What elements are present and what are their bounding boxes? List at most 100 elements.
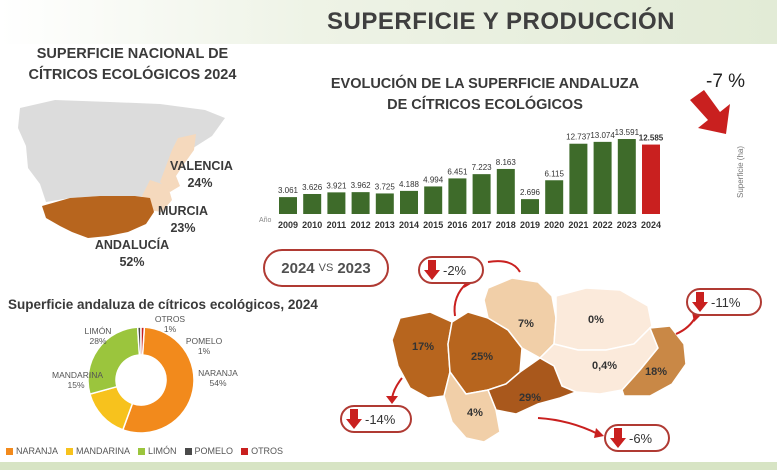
valencia-pct: 24% bbox=[187, 176, 213, 190]
legend-label: POMELO bbox=[194, 446, 234, 456]
province-pct-huelva: 17% bbox=[412, 341, 434, 353]
bar-value-label: 13.074 bbox=[590, 131, 615, 140]
legend-swatch bbox=[66, 447, 74, 455]
comparison-badge: 2024 VS 2023 bbox=[263, 249, 389, 287]
bar-2009 bbox=[279, 197, 297, 214]
legend-item: MANDARINA bbox=[66, 446, 130, 456]
bar-2015 bbox=[424, 186, 443, 214]
bar-value-label: 12.585 bbox=[639, 134, 664, 143]
national-title-line2: CÍTRICOS ECOLÓGICOS 2024 bbox=[28, 67, 237, 83]
andalucia-pct: 52% bbox=[119, 255, 145, 269]
evolution-title-line1: EVOLUCIÓN DE LA SUPERFICIE ANDALUZA bbox=[330, 76, 640, 92]
legend-item: NARANJA bbox=[6, 446, 58, 456]
pie-label-name: NARANJA bbox=[198, 368, 238, 378]
legend-label: NARANJA bbox=[16, 446, 59, 456]
x-tick-label: 2009 bbox=[278, 220, 298, 230]
province-malaga bbox=[487, 357, 579, 415]
x-tick-label: 2016 bbox=[447, 220, 467, 230]
x-tick-label: 2018 bbox=[496, 220, 516, 230]
province-pct-granada: 0,4% bbox=[592, 360, 617, 372]
bar-2017 bbox=[472, 174, 491, 214]
bar-value-label: 3.962 bbox=[351, 181, 372, 190]
arrowhead-south bbox=[594, 428, 604, 438]
legend-label: OTROS bbox=[251, 446, 284, 456]
evolution-title-line2: DE CÍTRICOS ECOLÓGICOS bbox=[387, 97, 583, 113]
legend-label: MANDARINA bbox=[76, 446, 131, 456]
x-tick-label: 2020 bbox=[544, 220, 564, 230]
x-tick-label: 2022 bbox=[593, 220, 613, 230]
province-pct-cadiz: 4% bbox=[467, 407, 483, 419]
pie-title: Superficie andaluza de cítricos ecológic… bbox=[8, 297, 318, 312]
pie-label-value: 28% bbox=[89, 336, 107, 346]
bar-value-label: 6.115 bbox=[544, 169, 564, 178]
bar-value-label: 6.451 bbox=[447, 167, 468, 176]
pie-label-mandarina: MANDARINA 15% bbox=[52, 370, 103, 390]
change-value-west: -14% bbox=[365, 411, 396, 427]
pie-label-name: LIMÓN bbox=[84, 326, 112, 336]
pie-label-limón: LIMÓN 28% bbox=[74, 326, 122, 346]
x-tick-label: 2012 bbox=[351, 220, 371, 230]
page-title: SUPERFICIE Y PRODUCCIÓN bbox=[327, 8, 676, 35]
province-pct-almeria: 18% bbox=[645, 366, 667, 378]
bar-2021 bbox=[569, 143, 588, 214]
province-pct-sevilla: 25% bbox=[471, 351, 493, 363]
pie-legend: NARANJA MANDARINA LIMÓN POMELO OTROS bbox=[6, 446, 283, 456]
andalucia-label: ANDALUCÍA 52% bbox=[92, 237, 172, 271]
pie-label-name: POMELO bbox=[185, 336, 223, 346]
x-tick-label: 2013 bbox=[375, 220, 395, 230]
bar-value-label: 8.163 bbox=[496, 158, 517, 167]
header-band bbox=[0, 0, 777, 44]
bar-2013 bbox=[375, 193, 394, 214]
bar-2023 bbox=[617, 139, 636, 214]
andalucia-name: ANDALUCÍA bbox=[94, 238, 170, 252]
x-tick-label: 2014 bbox=[399, 220, 419, 230]
bar-value-label: 3.725 bbox=[375, 182, 396, 191]
bar-value-label: 2.696 bbox=[520, 188, 541, 197]
change-badge-east: -11% bbox=[686, 288, 762, 316]
x-tick-label: 2017 bbox=[472, 220, 492, 230]
x-tick-label: 2021 bbox=[568, 220, 588, 230]
evolution-change-arrow-icon bbox=[690, 90, 730, 134]
legend-item: LIMÓN bbox=[138, 446, 177, 456]
pie-label-value: 15% bbox=[67, 380, 85, 390]
bar-value-label: 3.061 bbox=[278, 186, 299, 195]
pie-label-naranja: NARANJA 54% bbox=[194, 368, 242, 388]
evolution-change: -7 % bbox=[706, 71, 746, 92]
x-tick-label: 2011 bbox=[327, 220, 347, 230]
down-arrow-icon bbox=[692, 292, 708, 312]
y-axis-label: Superficie (ha) bbox=[736, 146, 745, 198]
province-cadiz bbox=[443, 370, 501, 443]
down-arrow-icon bbox=[610, 428, 626, 448]
valencia-shape bbox=[160, 134, 196, 192]
x-axis-label: Año bbox=[259, 217, 272, 224]
change-badge-west: -14% bbox=[340, 405, 412, 433]
bar-value-label: 7.223 bbox=[472, 163, 493, 172]
bar-value-label: 4.994 bbox=[423, 175, 444, 184]
bar-2024 bbox=[642, 144, 660, 214]
bar-2018 bbox=[496, 168, 515, 214]
arrowhead-west bbox=[386, 396, 398, 404]
change-value-east: -11% bbox=[711, 294, 741, 310]
bar-2016 bbox=[448, 178, 467, 214]
slice-naranja bbox=[121, 326, 195, 434]
x-tick-label: 2024 bbox=[641, 220, 661, 230]
bar-value-label: 3.921 bbox=[326, 181, 347, 190]
pie-label-pomelo: POMELO 1% bbox=[180, 336, 228, 356]
bar-2014 bbox=[400, 190, 418, 214]
change-badge-south: -6% bbox=[604, 424, 670, 452]
connector-north2 bbox=[487, 260, 521, 273]
bar-2012 bbox=[351, 192, 370, 214]
valencia-name: VALENCIA bbox=[170, 159, 233, 173]
bar-value-label: 3.626 bbox=[302, 183, 323, 192]
pie-label-value: 1% bbox=[163, 324, 177, 334]
down-arrow-icon bbox=[346, 409, 362, 429]
x-tick-label: 2015 bbox=[423, 220, 443, 230]
change-badge-north: -2% bbox=[418, 256, 484, 284]
slice-otros bbox=[140, 326, 146, 356]
legend-swatch bbox=[6, 447, 13, 455]
province-pct-jaen: 0% bbox=[588, 314, 604, 326]
